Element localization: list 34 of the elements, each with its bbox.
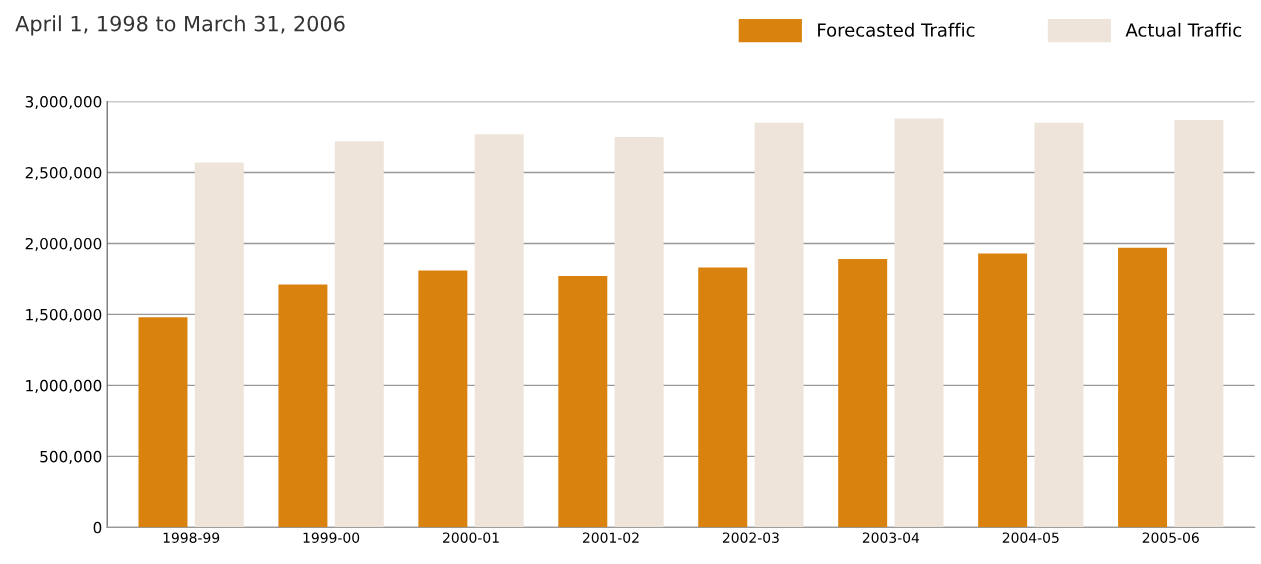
x-tick-label: 1998-99 [163, 532, 220, 543]
bar [698, 267, 748, 528]
y-tick-label: 1,500,000 [26, 308, 102, 323]
bar [194, 162, 244, 528]
bar [558, 276, 608, 528]
bar [418, 270, 468, 528]
bar [838, 259, 888, 528]
y-tick-label: 2,000,000 [25, 237, 102, 252]
x-tick-label: 2000-01 [443, 532, 499, 543]
x-tick-label: 2004-05 [1002, 532, 1059, 543]
x-tick-label: 2002-03 [722, 532, 779, 543]
legend-label: Forecasted Traffic [818, 22, 975, 37]
bar [754, 122, 804, 528]
bar [1118, 247, 1168, 528]
y-tick-label: 500,000 [40, 450, 102, 464]
bar [894, 118, 944, 528]
y-tick-label: 0 [93, 521, 102, 534]
bar [334, 141, 384, 528]
x-tick-label: 2001-02 [582, 532, 639, 543]
bar [978, 253, 1028, 528]
x-tick-label: 1999-00 [303, 532, 360, 543]
bar [1174, 119, 1224, 528]
y-tick-label: 2,500,000 [25, 166, 102, 181]
y-tick-label: 1,000,000 [26, 379, 102, 393]
bar [474, 134, 524, 528]
bar [1034, 122, 1084, 528]
chart-title: April 1, 1998 to March 31, 2006 [15, 15, 345, 36]
bar [138, 317, 188, 528]
bar [614, 137, 664, 528]
y-tick-label: 3,000,000 [25, 95, 102, 110]
legend-label: Actual Traffic [1125, 22, 1242, 37]
x-tick-label: 2005-06 [1142, 532, 1199, 543]
x-tick-label: 2003-04 [862, 532, 920, 543]
bar [278, 284, 328, 528]
